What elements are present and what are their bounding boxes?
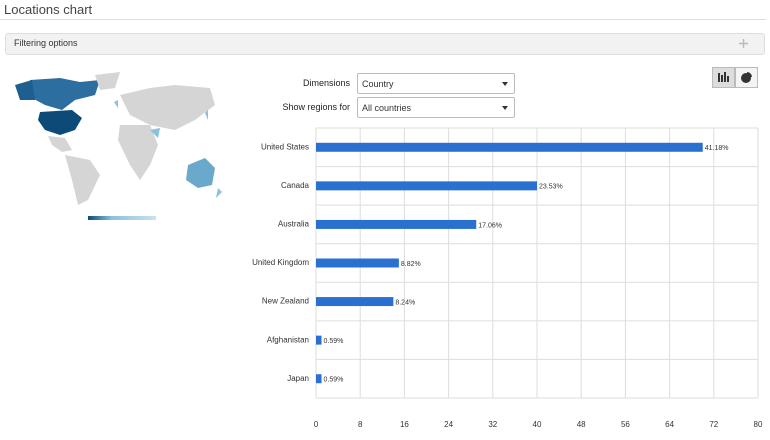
- map-greenland: [95, 72, 120, 90]
- pie-chart-toggle[interactable]: [735, 67, 758, 88]
- regions-label: Show regions for: [282, 102, 350, 112]
- filter-panel[interactable]: Filtering options: [5, 33, 765, 55]
- map-mexico: [48, 136, 72, 152]
- regions-select[interactable]: All countries: [357, 97, 515, 118]
- dimensions-select[interactable]: Country: [357, 73, 515, 94]
- bar-label: 23.53%: [539, 184, 563, 191]
- dimensions-label: Dimensions: [302, 78, 350, 88]
- x-tick-label: 0: [314, 420, 319, 429]
- x-tick-label: 48: [577, 420, 586, 429]
- map-australia: [186, 158, 215, 188]
- map-afghanistan: [150, 128, 160, 138]
- x-tick-label: 72: [709, 420, 718, 429]
- y-tick-label: Japan: [287, 374, 309, 383]
- x-tick-label: 40: [533, 420, 542, 429]
- x-tick-label: 24: [444, 420, 453, 429]
- map-eurasia: [120, 85, 215, 130]
- bar: [316, 219, 477, 229]
- bar: [316, 335, 322, 345]
- x-tick-label: 32: [488, 420, 497, 429]
- y-tick-label: United Kingdom: [252, 258, 309, 267]
- y-tick-label: New Zealand: [262, 297, 309, 306]
- select-value: All countries: [362, 103, 412, 113]
- bar: [316, 297, 394, 307]
- y-tick-label: Afghanistan: [267, 335, 309, 344]
- bar-label: 17.06%: [478, 222, 502, 229]
- bar-label: 41.18%: [705, 145, 729, 152]
- filter-panel-title: Filtering options: [14, 38, 78, 48]
- map-uk: [114, 100, 118, 108]
- bar: [316, 258, 399, 268]
- select-value: Country: [362, 79, 394, 89]
- map-alaska: [15, 80, 35, 100]
- x-tick-label: 80: [754, 420, 763, 429]
- x-tick-label: 8: [358, 420, 363, 429]
- map-south-america: [65, 155, 100, 205]
- page-title: Locations chart: [4, 2, 93, 17]
- map-new-zealand: [216, 188, 222, 198]
- map-japan: [205, 110, 208, 120]
- bar-label: 8.82%: [401, 261, 421, 268]
- bar: [316, 142, 703, 152]
- bar: [316, 181, 537, 191]
- y-tick-label: United States: [261, 142, 309, 151]
- map-africa: [118, 125, 158, 180]
- x-tick-label: 16: [400, 420, 409, 429]
- x-tick-label: 64: [665, 420, 674, 429]
- bar-label: 0.59%: [324, 338, 344, 345]
- map-canada: [30, 78, 100, 110]
- world-map: [15, 72, 222, 205]
- map-legend: [88, 216, 156, 220]
- bar-label: 0.59%: [324, 377, 344, 384]
- x-tick-label: 56: [621, 420, 630, 429]
- bar-chart-toggle[interactable]: [712, 67, 735, 88]
- expand-icon[interactable]: [739, 39, 748, 48]
- bar-label: 8.24%: [395, 299, 415, 306]
- divider: [0, 19, 766, 20]
- bar: [316, 374, 322, 384]
- y-tick-label: Australia: [278, 220, 310, 229]
- y-tick-label: Canada: [281, 181, 310, 190]
- map-usa: [38, 110, 82, 135]
